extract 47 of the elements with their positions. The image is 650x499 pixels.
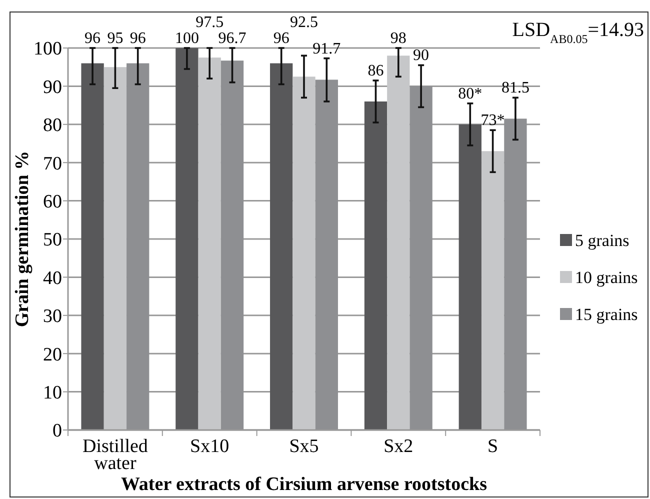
bar [481, 151, 504, 430]
bar [198, 58, 221, 430]
y-tick-label: 40 [43, 268, 62, 289]
legend-label: 5 grains [575, 230, 630, 250]
data-label: 90 [413, 47, 430, 64]
y-tick-label: 50 [43, 230, 62, 251]
bar [292, 76, 316, 430]
x-tick-label: Sx10 [190, 436, 230, 457]
y-tick-label: 60 [43, 191, 62, 212]
x-tick-label: S [488, 436, 498, 457]
data-label: 100 [174, 30, 199, 47]
data-label: 86 [368, 62, 384, 80]
data-label: 91.7 [312, 40, 341, 58]
bar [458, 124, 482, 430]
data-label: 92.5 [290, 14, 318, 31]
data-label: 80* [458, 85, 482, 102]
bar [104, 67, 127, 430]
x-tick-label: Sx2 [384, 436, 414, 457]
data-label: 95 [107, 30, 124, 47]
x-axis-title: Water extracts of Cirsium arvense rootstocks [120, 474, 488, 495]
bar [387, 56, 410, 430]
y-axis-title: Grain germination % [12, 150, 33, 328]
data-label: 96 [273, 30, 290, 47]
x-tick-label: Sx5 [289, 436, 319, 457]
y-tick-label: 90 [43, 76, 62, 98]
bar [176, 48, 198, 430]
y-tick-label: 0 [52, 420, 62, 442]
y-tick-label: 30 [43, 306, 62, 328]
data-label: 96 [130, 30, 146, 47]
y-tick-label: 70 [43, 153, 62, 174]
bar [270, 63, 293, 430]
data-label: 81.5 [501, 80, 530, 97]
y-tick-label: 80 [43, 115, 62, 136]
legend-label: 10 grains [575, 268, 638, 287]
y-tick-label: 10 [43, 382, 62, 404]
legend-label: 15 grains [575, 304, 638, 324]
data-label: 73* [480, 112, 505, 130]
bar [364, 101, 388, 430]
y-tick-label: 100 [34, 38, 62, 60]
data-label: 97.5 [196, 14, 224, 31]
y-tick-label: 20 [43, 344, 62, 366]
text: LSD$_{AB0.05}$=14.93 [512, 19, 644, 46]
data-label: 98 [390, 30, 406, 47]
bar [81, 63, 104, 430]
data-label: 96 [84, 30, 101, 47]
x-tick-label: Distilled water [82, 436, 148, 474]
data-label: 96.7 [218, 30, 246, 47]
